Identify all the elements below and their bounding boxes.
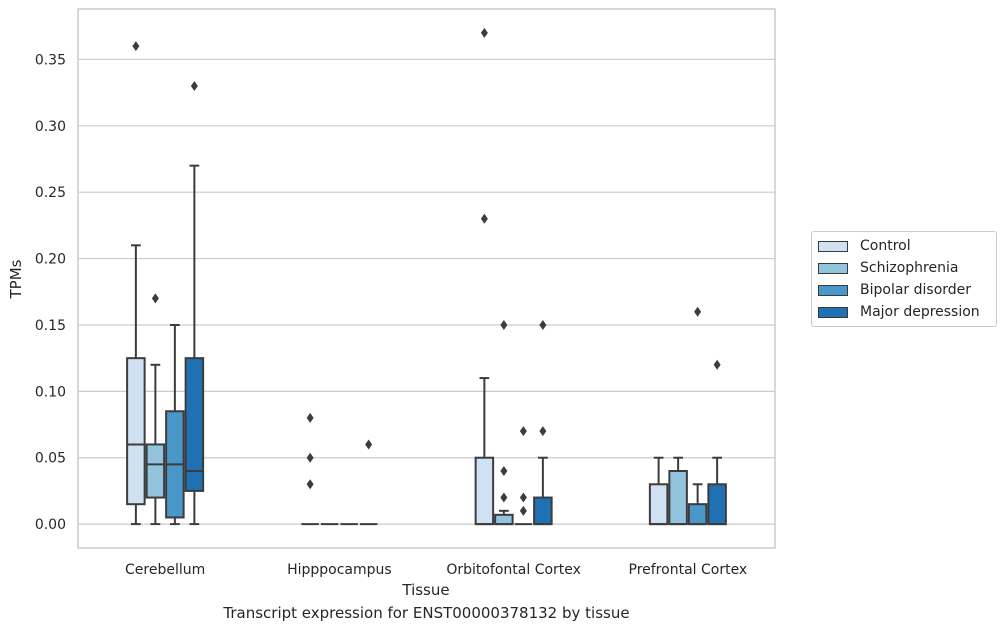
box-iqr	[474, 456, 495, 526]
outlier-point	[519, 426, 527, 437]
outlier-point	[539, 426, 547, 437]
box-iqr	[184, 357, 205, 492]
outlier-point	[151, 293, 159, 304]
outlier-point	[480, 213, 488, 224]
box-groups	[126, 27, 727, 526]
legend-swatch	[818, 306, 848, 318]
outlier-point	[694, 306, 702, 317]
box-schizophrenia	[668, 456, 688, 526]
box-control	[301, 412, 319, 526]
box-iqr	[707, 483, 727, 526]
y-tick-label: 0.30	[35, 119, 66, 135]
box-control	[474, 27, 495, 526]
legend-swatch	[818, 240, 848, 252]
legend-label: Control	[860, 238, 911, 254]
y-tick-label: 0.10	[35, 384, 66, 400]
y-tick-label: 0.05	[35, 451, 66, 467]
outlier-point	[500, 466, 508, 476]
box-iqr	[494, 513, 514, 526]
box-schizophrenia	[494, 319, 514, 526]
box-control	[126, 41, 146, 526]
y-tick-label: 0.35	[35, 52, 66, 68]
legend-label: Major depression	[860, 304, 980, 320]
y-tick-label: 0.25	[35, 185, 66, 201]
legend-item-major-depression: Major depression	[818, 302, 980, 322]
legend-swatch	[818, 262, 848, 274]
y-axis-label: TPMs	[7, 259, 25, 299]
outlier-point	[500, 492, 508, 503]
x-axis-ticks: Cerebellum Hipppocampus Orbitofontal Corte…	[125, 562, 747, 578]
box-major-depression	[359, 439, 378, 526]
box-iqr	[668, 470, 688, 526]
legend-label: Schizophrenia	[860, 260, 959, 276]
legend-item-bipolar-disorder: Bipolar disorder	[818, 280, 971, 300]
box-major-depression	[533, 319, 553, 526]
box-bipolar-disorder	[165, 323, 185, 526]
box-iqr	[145, 443, 166, 499]
outlier-point	[306, 479, 314, 490]
outlier-point	[306, 412, 314, 423]
outlier-point	[132, 41, 140, 52]
outlier-point	[713, 359, 721, 370]
x-tick-label: Hipppocampus	[287, 562, 392, 578]
legend: Control Schizophrenia Bipolar disorder M…	[811, 231, 997, 327]
box-major-depression	[707, 359, 727, 526]
outlier-point	[480, 27, 488, 38]
outlier-point	[519, 505, 527, 516]
outlier-point	[365, 439, 373, 450]
box-control	[648, 456, 669, 526]
box-bipolar-disorder	[514, 426, 533, 526]
legend-label: Bipolar disorder	[860, 282, 972, 298]
legend-item-schizophrenia: Schizophrenia	[818, 258, 958, 278]
box-bipolar-disorder	[687, 306, 708, 526]
outlier-point	[190, 81, 198, 91]
y-tick-label: 0.20	[35, 252, 66, 268]
plot-frame	[77, 8, 776, 549]
box-iqr	[533, 496, 553, 526]
legend-swatch	[818, 284, 848, 296]
y-axis-ticks: 0.00 0.05 0.10 0.15 0.20 0.25 0.30 0.35	[35, 52, 66, 533]
box-iqr	[126, 357, 146, 506]
x-axis-label: Tissue	[401, 581, 449, 599]
chart-caption: Transcript expression for ENST0000037813…	[223, 604, 630, 622]
y-tick-label: 0.15	[35, 318, 66, 334]
outlier-point	[539, 319, 547, 330]
outlier-point	[519, 492, 527, 503]
y-tick-label: 0.00	[35, 517, 66, 533]
box-major-depression	[184, 81, 205, 526]
legend-item-control: Control	[818, 236, 911, 256]
box-schizophrenia	[145, 293, 166, 526]
box-iqr	[648, 483, 669, 526]
x-tick-label: Orbitofontal Cortex	[446, 562, 581, 578]
box-iqr	[687, 503, 708, 526]
x-tick-label: Prefrontal Cortex	[629, 562, 748, 578]
outlier-point	[306, 452, 314, 463]
outlier-point	[500, 319, 508, 330]
x-tick-label: Cerebellum	[125, 562, 205, 578]
